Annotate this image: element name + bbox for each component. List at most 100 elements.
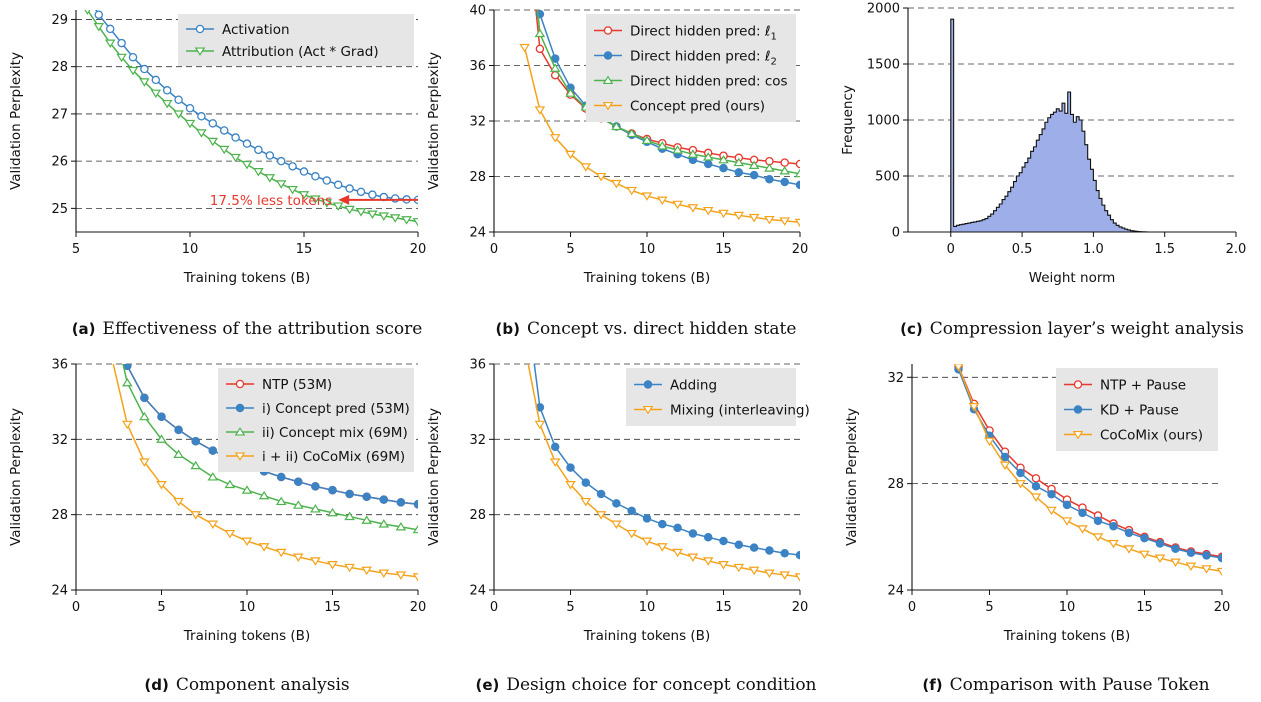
x-tick-label: 20 — [410, 242, 427, 257]
data-point — [751, 172, 758, 179]
x-tick-label: 5 — [72, 242, 80, 257]
figure-caption: (f) Comparison with Pause Token — [922, 675, 1209, 695]
y-tick-label: 0 — [892, 226, 900, 241]
data-point — [796, 181, 803, 188]
data-point — [582, 479, 589, 486]
histogram-bar — [999, 204, 1002, 232]
x-tick-label: 2.0 — [1226, 242, 1247, 257]
caption-letter: (f) — [922, 676, 942, 694]
legend-marker-group — [604, 52, 611, 59]
data-point — [243, 162, 251, 169]
legend-label: Adding — [670, 378, 717, 394]
histogram-bar — [1096, 191, 1099, 232]
data-point — [536, 107, 544, 114]
data-point — [643, 515, 650, 522]
histogram-bar — [994, 211, 997, 232]
histogram-bar — [1091, 169, 1094, 232]
data-point — [1063, 518, 1071, 525]
data-point — [141, 65, 148, 72]
data-point — [221, 127, 228, 134]
data-point — [766, 547, 773, 554]
x-tick-label: 10 — [639, 600, 656, 615]
y-tick-label: 28 — [469, 508, 486, 523]
histogram-bar — [1033, 147, 1036, 232]
legend-marker-group — [604, 27, 611, 34]
data-point — [705, 160, 712, 167]
data-point — [192, 512, 200, 519]
legend-label: NTP + Pause — [1100, 378, 1186, 394]
histogram-bar — [1113, 223, 1116, 232]
x-tick-label: 20 — [792, 242, 809, 257]
data-point — [118, 39, 125, 46]
histogram-bar — [1105, 211, 1108, 232]
histogram-bar — [968, 223, 971, 232]
legend-label-subscript: 2 — [770, 57, 776, 68]
data-point — [107, 285, 114, 292]
data-point — [175, 96, 182, 103]
data-point — [363, 493, 370, 500]
data-point — [414, 219, 422, 226]
x-tick-label: 5 — [566, 242, 574, 257]
legend-label: CoCoMix (ours) — [1100, 428, 1203, 444]
histogram-bar — [1019, 173, 1022, 232]
x-tick-label: 15 — [296, 242, 313, 257]
legend-label: KD + Pause — [1100, 403, 1179, 419]
legend-marker-group — [1074, 406, 1081, 413]
caption-text: Compression layer’s weight analysis — [930, 319, 1244, 339]
y-tick-label: 28 — [51, 508, 68, 523]
y-axis-label: Validation Perplexity — [8, 52, 24, 190]
data-point — [158, 413, 165, 420]
histogram-bar — [1059, 111, 1062, 232]
x-tick-label: 10 — [639, 242, 656, 257]
y-tick-label: 1000 — [867, 114, 900, 129]
data-point — [278, 473, 285, 480]
histogram-bar — [1076, 117, 1079, 232]
data-point — [1141, 535, 1148, 542]
x-tick-label: 15 — [324, 600, 341, 615]
x-tick-label: 0 — [72, 600, 80, 615]
caption-text: Comparison with Pause Token — [950, 675, 1210, 695]
y-tick-label: 24 — [469, 584, 486, 599]
data-point — [1078, 526, 1086, 533]
data-point — [536, 421, 544, 428]
caption-text: Concept vs. direct hidden state — [527, 319, 796, 339]
legend-marker — [236, 404, 243, 411]
y-tick-label: 28 — [469, 170, 486, 185]
legend-marker — [604, 52, 611, 59]
legend: NTP + Pause KD + Pause CoCoMix (ours) — [1056, 368, 1218, 451]
data-point — [1156, 540, 1163, 547]
legend-label: Direct hidden pred: cos — [630, 74, 788, 90]
histogram-bar — [1014, 182, 1017, 232]
y-tick-label: 36 — [51, 358, 68, 373]
histogram-bar — [1116, 225, 1119, 232]
figure-caption: (a)Effectiveness of the attribution scor… — [72, 319, 423, 339]
data-point — [613, 500, 620, 507]
histogram-bar — [1073, 122, 1076, 232]
y-tick-label: 25 — [51, 202, 68, 217]
x-tick-label: 10 — [239, 600, 256, 615]
histogram-bar — [985, 219, 988, 232]
y-tick-label: 32 — [51, 433, 68, 448]
data-point — [1172, 545, 1179, 552]
y-tick-label: 26 — [51, 155, 68, 170]
data-point — [278, 158, 285, 165]
histogram-bar — [1028, 158, 1031, 232]
x-tick-label: 10 — [1059, 600, 1076, 615]
histogram-bar — [1088, 159, 1091, 232]
data-point — [597, 174, 605, 181]
data-point — [83, 7, 91, 14]
data-point — [323, 177, 330, 184]
data-point — [140, 413, 148, 420]
x-tick-label: 20 — [792, 600, 809, 615]
data-point — [1063, 501, 1070, 508]
data-point — [209, 447, 216, 454]
data-point — [414, 501, 421, 508]
data-point — [141, 394, 148, 401]
data-point — [659, 520, 666, 527]
histogram-bar — [1093, 180, 1096, 232]
histogram-bar — [976, 221, 979, 232]
x-axis-label: Training tokens (B) — [583, 270, 710, 286]
